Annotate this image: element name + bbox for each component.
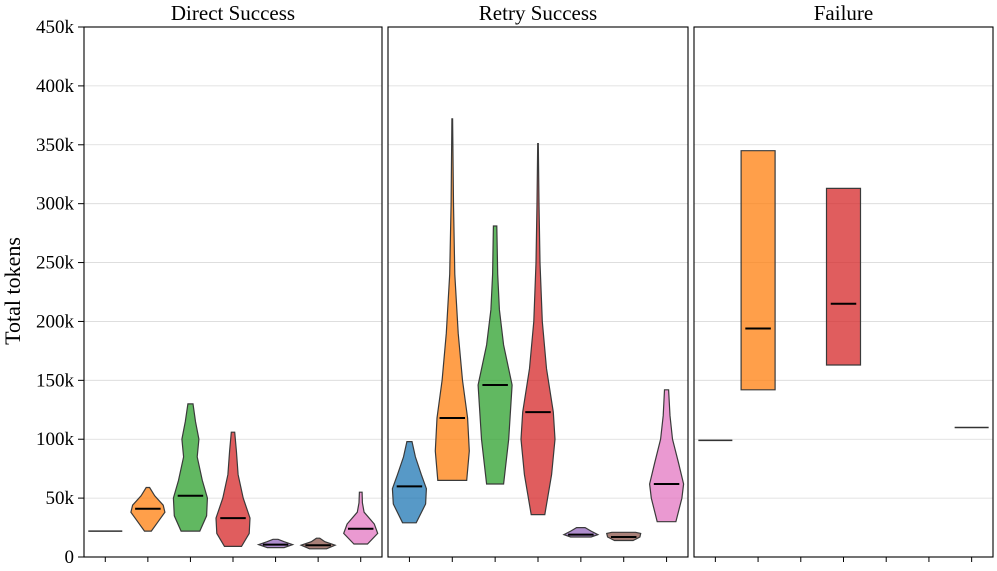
panels: Direct Success Retry Success Failure: [83, 1, 994, 562]
y-tick-label: 350k: [36, 135, 75, 156]
panel-title: Retry Success: [479, 1, 597, 25]
panel-0: Direct Success: [83, 1, 383, 562]
y-tick-label: 50k: [46, 488, 75, 509]
violin-body: [343, 491, 379, 545]
violin-body: [740, 150, 776, 391]
y-axis-label: Total tokens: [0, 237, 25, 345]
y-tick-label: 100k: [36, 429, 75, 450]
violin-body: [648, 389, 685, 523]
violin-body: [434, 118, 470, 481]
panel-1: Retry Success: [387, 1, 689, 562]
violin-body: [256, 538, 295, 549]
panel-2: Failure: [693, 1, 994, 562]
y-tick-label: 250k: [36, 253, 75, 274]
y-tick-label: 300k: [36, 194, 75, 215]
violin-body: [477, 225, 513, 485]
violin-body: [520, 143, 556, 516]
violin-body: [825, 187, 862, 366]
panel-title: Failure: [814, 1, 873, 25]
violin-body: [172, 403, 209, 532]
violin-body: [215, 431, 251, 547]
y-tick-label: 0: [65, 547, 75, 568]
violin-body: [391, 441, 428, 524]
y-tick-label: 200k: [36, 311, 75, 332]
y-tick-label: 150k: [36, 370, 75, 391]
y-tick-label: 400k: [36, 76, 75, 97]
y-axis: 0 50k 100k 150k 200k 250k 300k 350k 400k 450k: [36, 17, 84, 568]
y-tick-label: 450k: [36, 17, 75, 38]
violin-body: [299, 537, 337, 550]
panel-title: Direct Success: [171, 1, 295, 25]
